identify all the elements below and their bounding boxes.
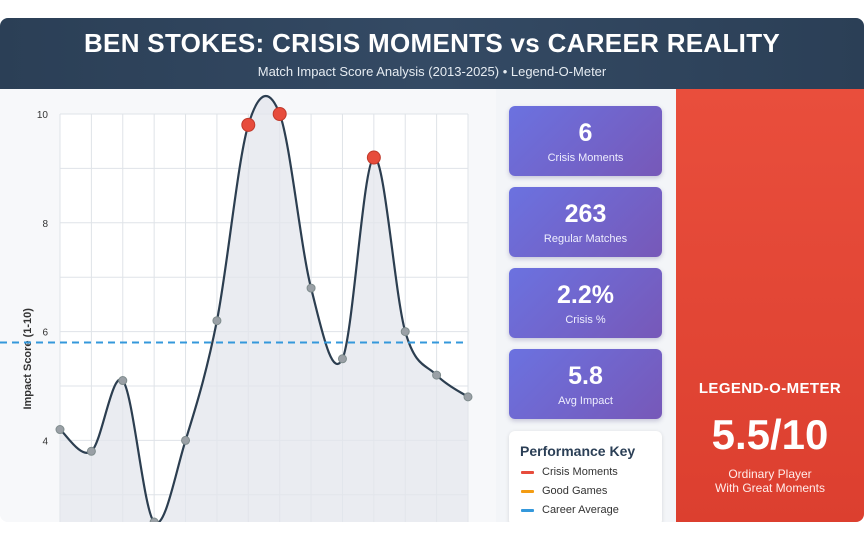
y-tick-label: 10 — [37, 110, 49, 121]
legend-o-meter-description: Ordinary Player With Great Moments — [676, 467, 864, 495]
match-point — [306, 283, 316, 293]
stat-label: Crisis % — [565, 314, 606, 326]
key-label: Crisis Moments — [542, 466, 618, 478]
match-point — [55, 425, 65, 435]
y-axis-label: Impact Score (1-10) — [22, 308, 34, 410]
match-point — [86, 446, 96, 456]
match-point — [463, 392, 473, 402]
page-title: BEN STOKES: CRISIS MOMENTS vs CAREER REA… — [83, 28, 781, 58]
dashboard-frame: BEN STOKES: CRISIS MOMENTS vs CAREER REA… — [0, 18, 864, 522]
stat-label: Regular Matches — [543, 233, 628, 245]
page-subtitle: Match Impact Score Analysis (2013-2025) … — [257, 64, 607, 79]
impact-area-fill — [60, 96, 468, 522]
legend-o-meter-title: LEGEND-O-METER — [698, 380, 842, 397]
legend-o-meter-panel: LEGEND-O-METER 5.5/10 Ordinary Player Wi… — [676, 89, 864, 522]
stat-card-crisis-moments: 6 Crisis Moments — [509, 106, 662, 176]
impact-series-line — [59, 94, 469, 522]
crisis-moment-point — [241, 117, 256, 132]
legend-o-meter-line2: With Great Moments — [714, 481, 826, 495]
legend-o-meter-score: 5.5/10 — [711, 411, 829, 458]
match-point — [432, 370, 442, 380]
y-tick-label: 6 — [42, 328, 48, 339]
stat-card-crisis-percent: 2.2% Crisis % — [509, 268, 662, 338]
y-tick-label: 4 — [42, 436, 48, 447]
stat-value: 2.2% — [557, 281, 614, 309]
crisis-moment-point — [366, 150, 381, 165]
match-point — [337, 354, 347, 364]
key-item-crisis: Crisis Moments — [521, 466, 662, 478]
stat-card-regular-matches: 263 Regular Matches — [509, 187, 662, 257]
blue-line-swatch-icon — [521, 508, 534, 512]
stat-label: Avg Impact — [558, 395, 613, 407]
key-label: Good Games — [542, 485, 608, 497]
crisis-moment-point — [272, 107, 287, 121]
stat-value: 6 — [578, 119, 593, 147]
key-item-average: Career Average — [521, 504, 662, 516]
red-line-swatch-icon — [521, 470, 534, 474]
key-item-good: Good Games — [521, 485, 662, 497]
match-point — [118, 376, 128, 386]
stat-value: 263 — [564, 200, 607, 228]
match-point — [400, 327, 410, 337]
impact-line-chart: 4 6 8 10 Impact Score (1-10) — [0, 94, 473, 522]
match-point — [181, 435, 191, 445]
performance-key: Performance Key Crisis Moments Good Game… — [509, 431, 662, 522]
orange-line-swatch-icon — [521, 489, 534, 493]
stat-label: Crisis Moments — [547, 152, 624, 164]
match-point — [149, 517, 159, 522]
chart-area: 4 6 8 10 Impact Score (1-10) — [0, 89, 496, 522]
legend-o-meter-line1: Ordinary Player — [728, 467, 812, 481]
stat-value: 5.8 — [568, 362, 603, 390]
performance-key-title: Performance Key — [520, 443, 636, 459]
stat-card-avg-impact: 5.8 Avg Impact — [509, 349, 662, 419]
header: BEN STOKES: CRISIS MOMENTS vs CAREER REA… — [0, 18, 864, 89]
match-point — [212, 316, 222, 326]
key-label: Career Average — [542, 504, 619, 516]
y-tick-label: 8 — [42, 219, 48, 230]
